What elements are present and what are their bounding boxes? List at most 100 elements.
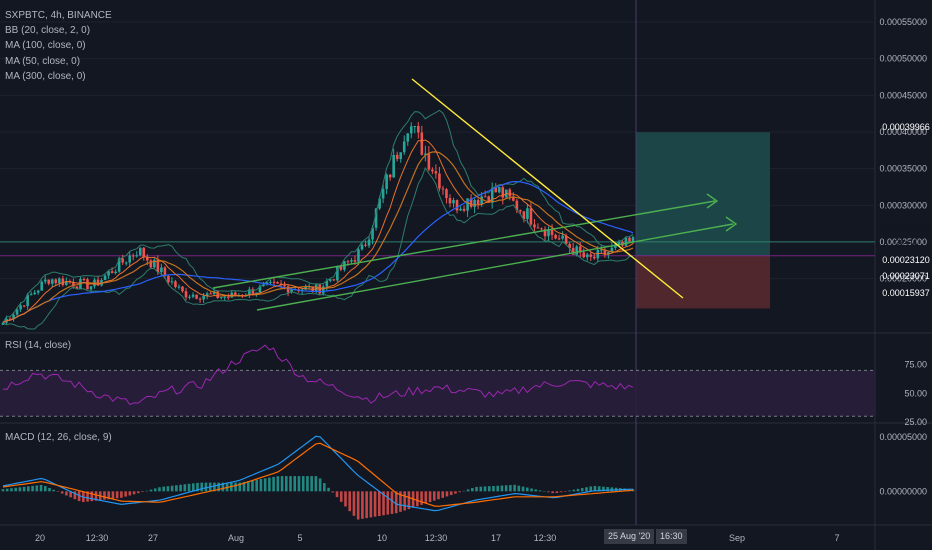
indicator-bb[interactable]: BB (20, close, 2, 0) — [5, 25, 91, 37]
macd-histogram-bar — [90, 491, 94, 502]
candle-body — [547, 229, 550, 237]
macd-histogram-bar — [115, 491, 119, 499]
macd-histogram-bar — [18, 487, 22, 492]
macd-histogram-bar — [492, 485, 495, 492]
time-tick-label: 12:30 — [534, 533, 557, 543]
indicator-ma50[interactable]: MA (50, close, 0) — [5, 55, 81, 67]
macd-histogram-bar — [73, 491, 77, 500]
macd-histogram-bar — [52, 489, 56, 492]
candle-body — [367, 239, 371, 246]
candle-body — [512, 196, 515, 201]
macd-histogram-bar — [551, 491, 554, 494]
candle-body — [526, 208, 529, 219]
candle-body — [47, 279, 51, 284]
candle-body — [420, 132, 424, 155]
candle-body — [89, 286, 93, 290]
macd-histogram-bar — [132, 491, 136, 495]
candle-body — [15, 309, 19, 315]
macd-line — [2, 435, 634, 512]
candle-body — [628, 237, 631, 242]
bb-lower-band — [2, 166, 634, 330]
stop-zone — [636, 255, 770, 309]
macd-histogram-bar — [27, 486, 30, 492]
macd-histogram-bar — [487, 486, 491, 492]
candle-body — [304, 286, 307, 290]
time-tick-label: Aug — [228, 533, 244, 543]
candle-body — [490, 187, 494, 203]
time-tick-label: 20 — [35, 533, 45, 543]
macd-histogram-bar — [5, 488, 9, 492]
candle-body — [276, 282, 279, 284]
candle-body — [248, 289, 251, 296]
candle-body — [413, 126, 417, 128]
macd-histogram-bar — [441, 491, 445, 498]
candle-body — [321, 286, 325, 294]
candle-body — [582, 252, 586, 258]
macd-histogram-bar — [521, 486, 525, 492]
macd-histogram-bar — [504, 485, 508, 492]
indicator-ma100[interactable]: MA (100, close, 0) — [5, 40, 86, 52]
macd-histogram-bar — [323, 483, 326, 492]
candle-body — [455, 200, 459, 211]
macd-histogram-bar — [238, 482, 242, 492]
rsi-tick-label: 25.00 — [904, 417, 927, 427]
macd-histogram-bar — [213, 482, 216, 492]
macd-histogram-bar — [39, 484, 43, 492]
candle-body — [575, 246, 578, 255]
macd-histogram-bar — [35, 485, 39, 492]
candle-body — [487, 196, 490, 203]
candle-body — [406, 133, 410, 142]
ma100-line — [2, 139, 634, 324]
price-tick-label: 0.00025000 — [879, 237, 927, 247]
macd-title[interactable]: MACD (12, 26, close, 9) — [5, 432, 112, 443]
candle-body — [452, 200, 455, 204]
macd-histogram-bar — [259, 479, 263, 492]
macd-histogram-bar — [542, 491, 546, 492]
candle-body — [58, 278, 61, 284]
macd-histogram-bar — [86, 491, 89, 502]
symbol-title[interactable]: SXPBTC, 4h, BINANCE — [5, 10, 112, 21]
candle-body — [117, 258, 121, 272]
macd-histogram-bar — [610, 487, 614, 492]
candle-body — [191, 294, 195, 297]
price-tick-label: 0.00035000 — [879, 164, 927, 174]
macd-histogram-bar — [547, 491, 550, 493]
macd-histogram-bar — [589, 486, 593, 492]
macd-histogram-bar — [200, 482, 204, 492]
macd-histogram-bar — [124, 491, 127, 497]
macd-histogram-bar — [187, 483, 191, 492]
price-tag-stop: 0.00015937 — [882, 288, 930, 298]
candle-body — [631, 237, 635, 242]
macd-histogram-bar — [289, 476, 292, 492]
macd-histogram-bar — [128, 491, 132, 496]
macd-histogram-bar — [297, 476, 301, 492]
rsi-title[interactable]: RSI (14, close) — [5, 340, 72, 351]
candle-body — [353, 260, 357, 262]
candle-body — [610, 247, 614, 253]
candle-body — [543, 229, 547, 237]
price-tick-label: 0.00030000 — [879, 200, 927, 210]
candle-body — [346, 261, 350, 263]
macd-histogram-bar — [335, 491, 339, 498]
macd-histogram-bar — [369, 491, 373, 518]
time-tick-label: 27 — [148, 533, 158, 543]
candle-body — [72, 282, 75, 287]
price-tick-label: 0.00020000 — [879, 274, 927, 284]
candle-body — [103, 275, 107, 280]
macd-histogram-bar — [166, 486, 170, 492]
price-tick-label: 0.00040000 — [879, 127, 927, 137]
price-tick-label: 0.00045000 — [879, 90, 927, 100]
candle-body — [8, 318, 12, 320]
candle-body — [469, 198, 473, 207]
macd-histogram-bar — [348, 491, 352, 512]
price-tag-current: 0.00025019 — [882, 223, 930, 233]
macd-histogram-bar — [517, 485, 521, 492]
candle-body — [441, 188, 445, 190]
indicator-ma300[interactable]: MA (300, close, 0) — [5, 70, 86, 82]
time-tick-label: Sep — [729, 533, 745, 543]
candle-body — [427, 153, 431, 170]
macd-histogram-bar — [382, 491, 385, 516]
candle-body — [600, 249, 603, 251]
macd-histogram-bar — [458, 491, 461, 493]
